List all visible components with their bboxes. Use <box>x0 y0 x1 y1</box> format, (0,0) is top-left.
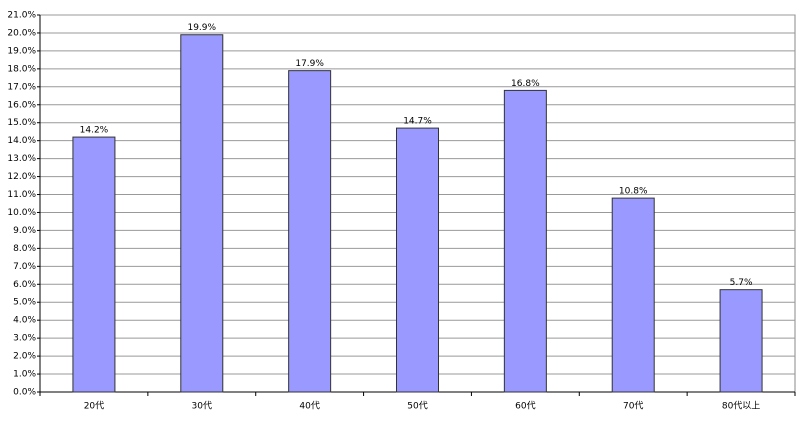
y-tick-label: 6.0% <box>13 280 36 290</box>
data-label: 14.2% <box>80 126 109 136</box>
y-tick-label: 16.0% <box>7 100 36 110</box>
x-tick-label: 80代以上 <box>722 401 760 412</box>
data-label: 17.9% <box>295 59 324 69</box>
x-tick-label: 60代 <box>515 401 535 412</box>
y-tick-label: 5.0% <box>13 298 36 308</box>
bar <box>611 197 655 393</box>
bar <box>396 127 439 393</box>
y-tick-label: 3.0% <box>13 334 36 344</box>
y-tick-label: 21.0% <box>7 11 36 21</box>
y-tick-label: 11.0% <box>7 190 36 200</box>
y-tick-label: 10.0% <box>7 208 36 218</box>
x-tick-label: 20代 <box>84 401 104 412</box>
y-tick-label: 14.0% <box>7 136 36 146</box>
bar <box>72 136 116 393</box>
data-label: 14.7% <box>403 117 432 127</box>
y-tick-label: 1.0% <box>13 370 36 380</box>
data-label: 10.8% <box>619 187 648 197</box>
y-tick-label: 19.0% <box>7 46 36 56</box>
y-tick-label: 18.0% <box>7 64 36 74</box>
y-tick-label: 15.0% <box>7 118 36 128</box>
bar <box>288 70 332 393</box>
y-tick-label: 13.0% <box>7 154 36 164</box>
y-tick-label: 12.0% <box>7 172 36 182</box>
bar <box>180 34 224 393</box>
x-tick-label: 40代 <box>299 401 319 412</box>
data-label: 5.7% <box>730 278 753 288</box>
y-tick-label: 8.0% <box>13 244 36 254</box>
y-tick-label: 7.0% <box>13 262 36 272</box>
y-tick-label: 17.0% <box>7 82 36 92</box>
data-label: 16.8% <box>511 79 540 89</box>
bar <box>503 89 547 393</box>
y-tick-label: 4.0% <box>13 316 36 326</box>
y-tick-label: 0.0% <box>13 388 36 398</box>
bar <box>719 289 763 393</box>
y-tick-label: 20.0% <box>7 28 36 38</box>
y-tick-label: 2.0% <box>13 352 36 362</box>
y-tick-label: 9.0% <box>13 226 36 236</box>
x-tick-label: 50代 <box>407 401 427 412</box>
data-label: 19.9% <box>187 23 216 33</box>
x-tick-label: 30代 <box>192 401 212 412</box>
x-tick-label: 70代 <box>623 401 643 412</box>
